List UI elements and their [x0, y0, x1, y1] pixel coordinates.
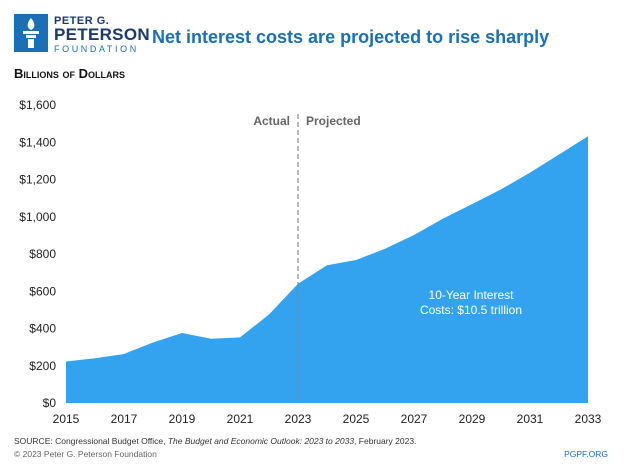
- annotation-line2: Costs: $10.5 trillion: [420, 303, 522, 317]
- x-tick-label: 2021: [227, 412, 254, 425]
- y-tick-label: $0: [43, 396, 57, 410]
- x-tick-label: 2019: [169, 412, 196, 425]
- x-tick-label: 2033: [575, 412, 602, 425]
- y-tick-label: $1,200: [19, 173, 56, 187]
- marker-actual-label: Actual: [253, 114, 290, 128]
- unit-label: Billions of Dollars: [14, 66, 125, 81]
- y-tick-label: $1,000: [19, 210, 56, 224]
- x-tick-label: 2027: [401, 412, 428, 425]
- logo-text-line1: PETER G.: [54, 15, 110, 27]
- pgpf-logo: PETER G. PETERSON FOUNDATION: [14, 14, 150, 56]
- y-tick-label: $1,400: [19, 135, 56, 149]
- y-tick-label: $600: [29, 284, 56, 298]
- source-title: The Budget and Economic Outlook: 2023 to…: [167, 436, 355, 446]
- x-tick-label: 2023: [285, 412, 312, 425]
- source-suffix: , February 2023.: [354, 436, 417, 446]
- x-tick-label: 2015: [53, 412, 80, 425]
- source-prefix: SOURCE: Congressional Budget Office,: [14, 436, 168, 446]
- annotation-line1: 10-Year Interest: [429, 288, 515, 302]
- y-tick-label: $1,600: [19, 98, 56, 112]
- x-tick-label: 2017: [111, 412, 138, 425]
- source-note: SOURCE: Congressional Budget Office, The…: [14, 436, 416, 446]
- x-tick-label: 2029: [459, 412, 486, 425]
- torch-logo-icon: [14, 14, 48, 52]
- area-chart: $0 $200 $400 $600 $800 $1,000 $1,200 $1,400 $1,6…: [19, 98, 602, 425]
- marker-projected-label: Projected: [306, 114, 361, 128]
- copyright-note: © 2023 Peter G. Peterson Foundation: [14, 449, 157, 459]
- chart-title: Net interest costs are projected to rise…: [152, 27, 550, 47]
- y-tick-label: $800: [29, 247, 56, 261]
- y-tick-label: $200: [29, 359, 56, 373]
- x-tick-label: 2031: [517, 412, 544, 425]
- site-link[interactable]: PGPF.ORG: [564, 449, 608, 459]
- area-series: [66, 136, 588, 404]
- logo-text-line2: PETERSON: [54, 25, 150, 44]
- y-tick-label: $400: [29, 322, 56, 336]
- x-tick-label: 2025: [343, 412, 370, 425]
- logo-text-line3: FOUNDATION: [54, 44, 139, 54]
